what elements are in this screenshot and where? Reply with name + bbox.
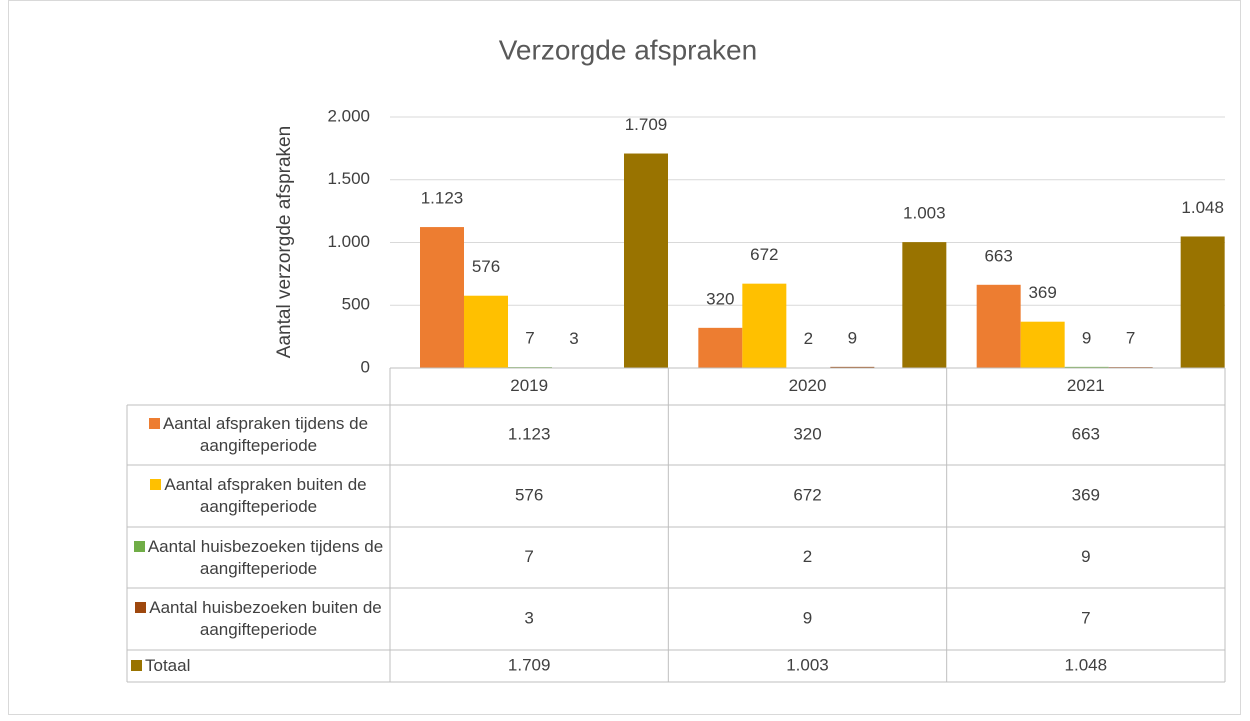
legend-swatch: [150, 479, 162, 490]
data-label: 1.048: [1181, 198, 1224, 217]
table-cell: 3: [524, 608, 533, 627]
legend-cell: Aantal huisbezoeken tijdens de aangiftep…: [131, 527, 386, 588]
y-axis-label: Aantal verzorgde afspraken: [274, 125, 295, 359]
x-tick-label: 2021: [1067, 376, 1105, 395]
table-cell: 369: [1072, 485, 1100, 504]
legend-cell: Totaal: [131, 650, 386, 682]
y-tick-label: 0: [361, 357, 370, 376]
bar: [1180, 236, 1225, 368]
bar: [830, 366, 875, 368]
table-cell: 9: [803, 608, 812, 627]
legend-swatch: [131, 660, 142, 671]
bar: [902, 242, 947, 368]
data-label: 663: [984, 246, 1012, 265]
y-tick-label: 2.000: [327, 106, 370, 125]
legend-entry: Aantal afspraken buiten de aangifteperio…: [131, 465, 386, 527]
table-cell: 7: [524, 547, 533, 566]
legend-entry: Aantal huisbezoeken tijdens de aangiftep…: [131, 527, 386, 588]
legend-cell: Aantal huisbezoeken buiten de aangiftepe…: [131, 588, 386, 650]
y-tick-label: 500: [342, 295, 370, 314]
bar: [464, 295, 508, 368]
legend-label: Aantal huisbezoeken tijdens de aangiftep…: [147, 536, 384, 578]
legend-swatch: [148, 418, 160, 429]
data-label: 2: [804, 329, 813, 348]
table-cell: 320: [793, 424, 821, 443]
bar: [742, 283, 787, 368]
data-label: 576: [472, 257, 500, 276]
bar: [1064, 366, 1109, 368]
y-axis-label-box: Aantal verzorgde afspraken: [274, 125, 295, 359]
data-label: 9: [1082, 328, 1091, 347]
legend-label: Aantal afspraken buiten de aangifteperio…: [164, 475, 367, 516]
data-label: 3: [569, 329, 578, 348]
data-label: 7: [1126, 329, 1135, 348]
table-cell: 9: [1081, 547, 1090, 566]
y-tick-label: 1.500: [327, 169, 370, 188]
legend-entry: Aantal huisbezoeken buiten de aangiftepe…: [131, 588, 386, 650]
data-label: 320: [706, 289, 734, 308]
bar: [1020, 321, 1065, 368]
legend-cell: Aantal afspraken tijdens de aangifteperi…: [131, 405, 386, 465]
legend-swatch: [133, 540, 145, 552]
legend-swatch: [135, 602, 147, 613]
legend-label: Aantal afspraken tijdens de aangifteperi…: [162, 414, 369, 455]
legend-label: Aantal huisbezoeken buiten de aangiftepe…: [149, 598, 382, 639]
chart-title: Verzorgde afspraken: [499, 34, 757, 65]
bar: [420, 227, 464, 368]
legend-label: Totaal: [145, 656, 191, 675]
data-label: 672: [750, 245, 778, 264]
data-label: 369: [1028, 283, 1056, 302]
data-label: 9: [848, 328, 857, 347]
table-cell: 1.048: [1065, 655, 1108, 674]
bar: [976, 284, 1021, 368]
legend-entry: Aantal afspraken tijdens de aangifteperi…: [131, 405, 386, 465]
bar: [624, 153, 668, 368]
table-cell: 576: [515, 485, 543, 504]
data-label: 1.123: [421, 189, 464, 208]
legend-entry: Totaal: [131, 650, 386, 682]
table-cell: 2: [803, 547, 812, 566]
legend-cell: Aantal afspraken buiten de aangifteperio…: [131, 465, 386, 527]
table-cell: 1.003: [786, 655, 829, 674]
table-cell: 1.123: [508, 424, 551, 443]
x-tick-label: 2020: [789, 376, 827, 395]
data-label: 1.709: [625, 115, 668, 134]
data-label: 7: [525, 329, 534, 348]
bar: [698, 327, 743, 368]
data-label: 1.003: [903, 204, 946, 223]
x-tick-label: 2019: [510, 376, 548, 395]
table-cell: 663: [1072, 424, 1100, 443]
y-tick-label: 1.000: [327, 232, 370, 251]
table-cell: 1.709: [508, 655, 551, 674]
table-cell: 7: [1081, 608, 1090, 627]
table-cell: 672: [793, 485, 821, 504]
